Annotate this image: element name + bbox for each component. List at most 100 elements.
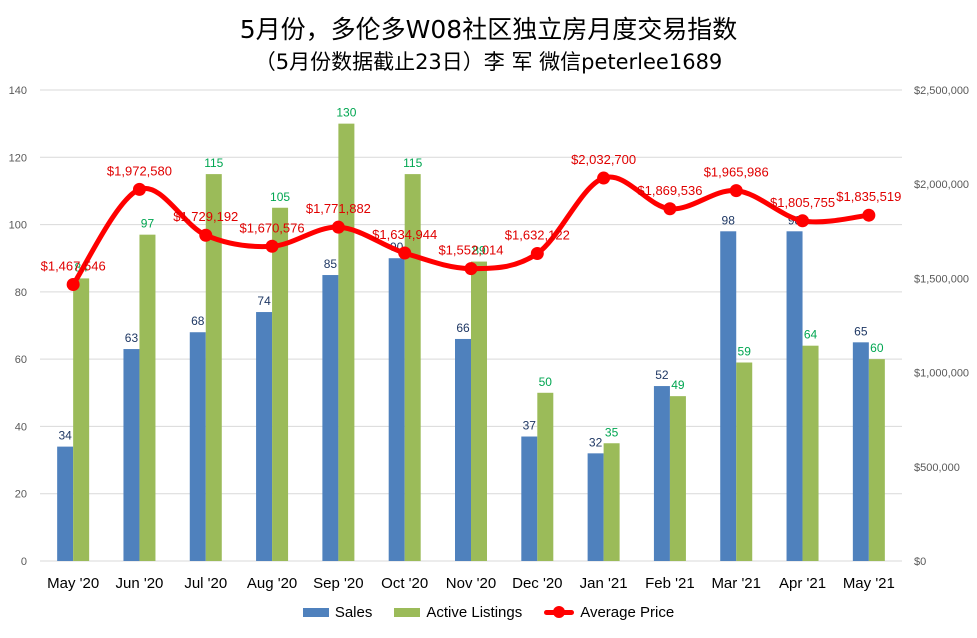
price-point: [331, 220, 345, 234]
data-label-sales: 68: [191, 314, 205, 328]
bar-listings: [404, 174, 421, 561]
bar-listings: [868, 359, 885, 561]
data-label-price: $1,771,882: [306, 201, 371, 216]
y-left-tick-label: 0: [21, 556, 27, 568]
x-tick-label: Dec '20: [512, 575, 562, 592]
legend-swatch-price: [544, 606, 575, 618]
price-point: [132, 182, 146, 196]
data-label-sales: 65: [854, 324, 868, 338]
legend-label-price: Average Price: [580, 604, 675, 621]
x-tick-label: Feb '21: [645, 575, 695, 592]
data-label-sales: 85: [324, 257, 338, 271]
bar-sales: [852, 342, 869, 561]
bar-sales: [587, 453, 604, 561]
data-label-price: $1,965,986: [704, 165, 769, 180]
price-point: [663, 202, 677, 216]
price-point: [398, 246, 412, 260]
bar-listings: [73, 278, 90, 561]
legend-label-listings: Active Listings: [426, 604, 523, 621]
data-label-price: $1,729,192: [173, 209, 238, 224]
data-label-sales: 52: [655, 368, 669, 382]
x-tick-label: Jan '21: [580, 575, 628, 592]
data-label-sales: 32: [589, 435, 603, 449]
y-left-tick-label: 20: [15, 489, 27, 501]
bar-listings: [139, 234, 156, 561]
bar-listings: [272, 207, 289, 561]
y-right-tick-label: $0: [914, 556, 926, 568]
price-point: [729, 184, 743, 198]
price-point: [199, 228, 213, 242]
x-tick-label: Apr '21: [779, 575, 826, 592]
data-label-listings: 35: [605, 425, 619, 439]
x-tick-label: Jul '20: [184, 575, 227, 592]
y-right-tick-label: $2,000,000: [914, 179, 969, 191]
price-point: [66, 278, 80, 292]
y-left-tick-label: 40: [15, 421, 27, 433]
bar-sales: [455, 338, 471, 561]
data-label-listings: 64: [804, 328, 818, 342]
x-tick-label: Nov '20: [446, 575, 496, 592]
y-right-tick-label: $500,000: [914, 462, 960, 474]
legend-label-sales: Sales: [334, 604, 373, 621]
bar-sales: [388, 258, 405, 561]
data-label-price: $1,552,014: [438, 243, 503, 258]
x-tick-label: May '20: [47, 575, 99, 592]
bar-listings: [205, 174, 222, 561]
y-left-tick-label: 60: [15, 354, 27, 366]
bar-sales: [123, 349, 140, 561]
data-label-price: $1,805,755: [770, 195, 835, 210]
bar-sales: [322, 275, 339, 561]
bar-listings: [537, 392, 554, 561]
bar-sales: [256, 312, 273, 561]
bar-sales: [653, 386, 670, 561]
bar-sales: [57, 446, 74, 561]
data-label-price: $1,835,519: [836, 189, 901, 204]
data-label-sales: 37: [523, 419, 537, 433]
legend-item-listings: Active Listings: [394, 604, 522, 621]
x-tick-label: Mar '21: [711, 575, 761, 592]
chart-legend: Sales Active Listings Average Price: [0, 604, 977, 621]
bar-listings: [338, 123, 355, 562]
bar-sales: [189, 332, 206, 561]
y-left-tick-label: 140: [9, 85, 27, 97]
chart-subtitle: （5月份数据截止23日）李 军 微信peterlee1689: [254, 50, 723, 74]
price-point: [597, 171, 611, 185]
y-left-tick-label: 100: [9, 220, 27, 232]
data-label-sales: 74: [257, 294, 271, 308]
data-label-listings: 59: [738, 345, 752, 359]
bar-listings: [802, 345, 819, 561]
bar-sales: [786, 231, 803, 562]
x-tick-label: Oct '20: [381, 575, 428, 592]
data-label-price: $1,634,944: [372, 227, 437, 242]
data-label-sales: 66: [456, 321, 470, 335]
data-label-price: $1,632,122: [505, 228, 570, 243]
x-tick-label: May '21: [843, 575, 895, 592]
bar-listings: [471, 261, 487, 561]
bar-sales: [521, 436, 538, 561]
y-right-tick-label: $1,500,000: [914, 273, 969, 285]
bar-listings: [603, 443, 620, 561]
legend-swatch-sales: [302, 608, 329, 617]
data-label-listings: 89: [472, 244, 486, 258]
data-label-listings: 105: [270, 190, 290, 204]
price-point: [862, 208, 876, 222]
data-label-listings: 115: [204, 156, 223, 170]
y-right-tick-label: $2,500,000: [914, 85, 969, 97]
data-label-listings: 97: [141, 217, 155, 231]
bar-listings: [669, 396, 686, 561]
data-label-listings: 60: [870, 341, 884, 355]
data-label-price: $1,972,580: [107, 163, 172, 178]
price-point: [796, 214, 810, 228]
price-point: [530, 247, 544, 261]
x-tick-label: Sep '20: [313, 575, 363, 592]
data-label-sales: 34: [58, 429, 72, 443]
data-label-listings: 49: [671, 378, 685, 392]
y-left-tick-label: 80: [15, 287, 27, 299]
y-right-tick-label: $1,000,000: [914, 368, 969, 380]
legend-item-sales: Sales: [302, 604, 373, 621]
price-point: [265, 239, 279, 253]
data-label-price: $1,467,546: [41, 259, 106, 274]
data-label-sales: 98: [722, 213, 736, 227]
data-label-listings: 50: [539, 375, 553, 389]
